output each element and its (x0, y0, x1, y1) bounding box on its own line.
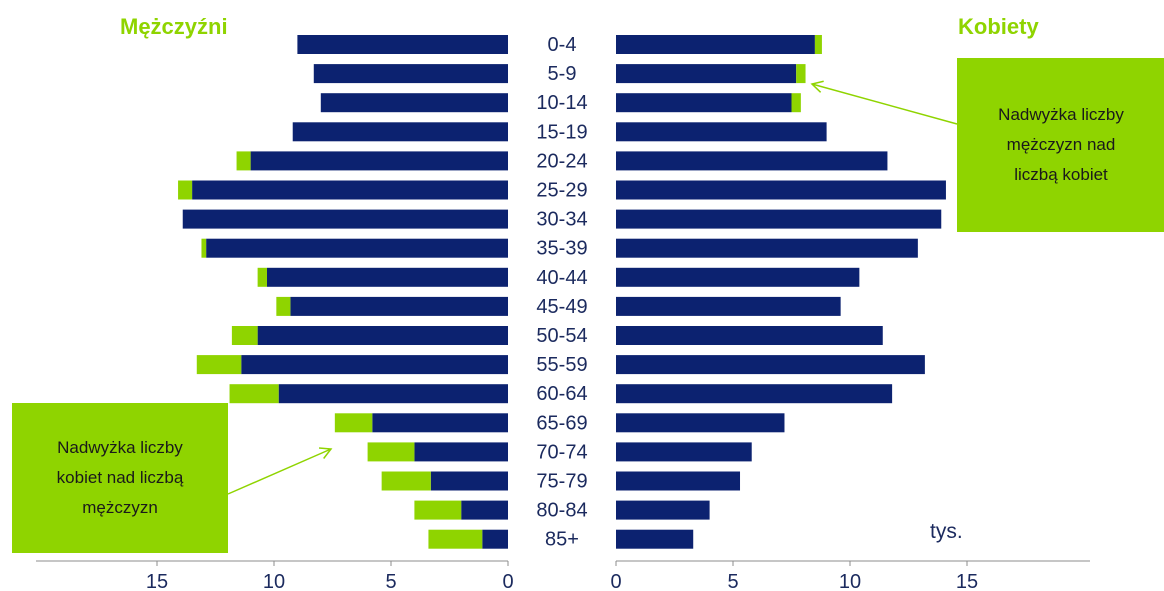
female-bar-50-54 (616, 326, 883, 345)
male-bar-15-19 (292, 122, 508, 142)
x-tick-label: 0 (502, 571, 513, 591)
callout-line: liczbą kobiet (1014, 165, 1108, 184)
female-bar-80-84 (616, 500, 710, 520)
female-bar-30-34 (616, 209, 942, 229)
male-surplus-85+ (428, 529, 483, 549)
female-bar-10-14 (616, 93, 792, 113)
male-bar-35-39 (206, 238, 508, 258)
x-tick-label: 10 (839, 571, 861, 591)
male-bar-40-44 (266, 267, 508, 287)
age-label: 60-64 (536, 383, 587, 405)
x-tick-label: 15 (146, 571, 168, 591)
age-label: 15-19 (536, 121, 587, 143)
axes (36, 560, 1090, 566)
male-bars (178, 35, 509, 549)
age-label: 20-24 (536, 150, 587, 172)
male-bar-60-64 (278, 384, 508, 404)
female-surplus-5-9 (796, 64, 806, 84)
female-bar-15-19 (616, 122, 827, 142)
female-surplus-10-14 (791, 93, 801, 113)
age-label: 50-54 (536, 325, 587, 347)
male-surplus-callout: Nadwyżka liczby mężczyzn nad liczbą kobi… (957, 58, 1164, 232)
female-title: Kobiety (958, 14, 1039, 39)
callout-line: kobiet nad liczbą (56, 468, 184, 487)
age-label: 85+ (545, 529, 579, 551)
male-surplus-arrow (810, 80, 958, 125)
female-bar-70-74 (616, 442, 752, 462)
unit-label: tys. (930, 520, 963, 543)
male-bar-45-49 (290, 296, 508, 316)
male-bar-70-74 (414, 442, 508, 462)
female-bar-55-59 (616, 355, 925, 375)
male-bar-10-14 (320, 93, 508, 113)
female-surplus-callout: Nadwyżka liczby kobiet nad liczbą mężczy… (12, 403, 228, 553)
male-bar-75-79 (430, 471, 508, 491)
x-tick-label: 5 (385, 571, 396, 591)
male-bar-50-54 (257, 326, 508, 345)
female-bar-40-44 (616, 267, 860, 287)
male-bar-65-69 (372, 413, 508, 433)
male-bar-85+ (482, 529, 508, 549)
male-surplus-50-54 (231, 326, 258, 345)
female-bars (616, 35, 946, 549)
age-label: 75-79 (536, 471, 587, 493)
female-bar-20-24 (616, 151, 888, 171)
female-surplus-arrow (227, 447, 333, 495)
male-title: Mężczyźni (120, 14, 228, 39)
male-surplus-20-24 (236, 151, 251, 171)
x-tick-label: 5 (727, 571, 738, 591)
female-bar-60-64 (616, 384, 893, 404)
male-surplus-40-44 (257, 267, 267, 287)
male-surplus-60-64 (229, 384, 279, 404)
age-label: 10-14 (536, 92, 587, 114)
age-label: 0-4 (548, 34, 577, 56)
x-tick-label: 0 (610, 571, 621, 591)
age-label: 25-29 (536, 180, 587, 202)
male-surplus-65-69 (334, 413, 373, 433)
male-bar-80-84 (461, 500, 508, 520)
age-group-labels: 0-4 5-9 10-14 15-19 20-24 25-29 30-34 35-39 40-4… (536, 34, 587, 551)
age-label: 80-84 (536, 500, 587, 522)
male-bar-0-4 (297, 35, 508, 54)
female-bar-65-69 (616, 413, 785, 433)
age-label: 70-74 (536, 441, 587, 463)
male-surplus-80-84 (414, 500, 462, 520)
female-surplus-0-4 (814, 35, 822, 54)
age-label: 30-34 (536, 209, 587, 231)
x-tick-label: 15 (956, 571, 978, 591)
female-bar-75-79 (616, 471, 741, 491)
female-bar-0-4 (616, 35, 815, 54)
male-surplus-75-79 (381, 471, 431, 491)
female-bar-35-39 (616, 238, 918, 258)
tick-labels: 15 10 5 0 0 5 10 15 (146, 571, 978, 591)
female-bar-5-9 (616, 64, 797, 84)
age-label: 5-9 (548, 63, 577, 85)
male-surplus-70-74 (367, 442, 415, 462)
male-bar-5-9 (313, 64, 508, 84)
male-surplus-25-29 (178, 180, 193, 200)
female-bar-25-29 (616, 180, 946, 200)
callout-line: mężczyzn nad (1006, 135, 1116, 154)
callout-line: Nadwyżka liczby (57, 438, 183, 457)
female-bar-85+ (616, 529, 694, 549)
male-surplus-55-59 (196, 355, 242, 375)
male-bar-30-34 (182, 209, 509, 229)
x-tick-label: 10 (263, 571, 285, 591)
callout-line: Nadwyżka liczby (998, 105, 1124, 124)
male-surplus-45-49 (276, 296, 291, 316)
male-bar-25-29 (192, 180, 508, 200)
female-bar-45-49 (616, 296, 841, 316)
male-bar-55-59 (241, 355, 509, 375)
male-bar-20-24 (250, 151, 508, 171)
age-label: 35-39 (536, 238, 587, 260)
age-label: 40-44 (536, 267, 587, 289)
age-label: 65-69 (536, 412, 587, 434)
age-label: 45-49 (536, 296, 587, 318)
age-label: 55-59 (536, 354, 587, 376)
callout-line: mężczyzn (82, 498, 158, 517)
male-surplus-35-39 (201, 238, 207, 258)
callout-arrows (227, 80, 958, 495)
